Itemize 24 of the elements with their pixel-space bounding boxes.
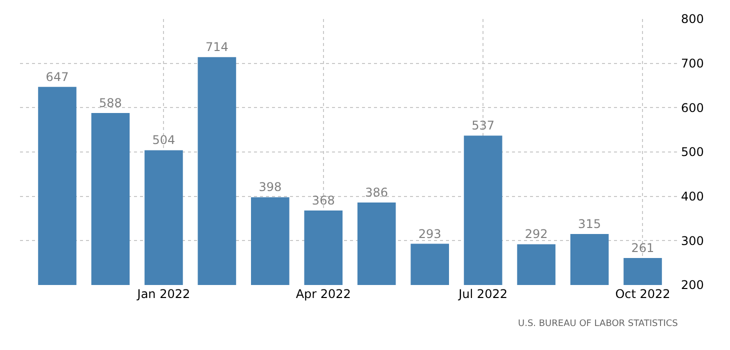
data-label: 315 [578,217,601,232]
data-label: 386 [365,186,388,200]
data-label: 537 [472,118,495,133]
data-label: 504 [152,133,176,148]
data-label: 368 [312,194,335,208]
y-tick-label: 500 [681,145,704,160]
x-tick-label: Jan 2022 [136,287,190,301]
data-label: 714 [205,40,228,54]
y-tick-label: 400 [681,190,704,204]
data-label: 261 [631,240,654,255]
y-tick-label: 800 [681,12,704,26]
text: U.S. BUREAU OF LABOR STATISTICS [518,319,678,329]
y-tick-label: 600 [681,100,704,115]
y-tick-label: 300 [681,234,704,248]
y-tick-label: 700 [681,56,704,71]
data-label: 293 [418,226,442,241]
data-label: 588 [99,96,122,110]
x-tick-label: Jul 2022 [458,287,508,301]
data-label: 398 [258,180,282,194]
y-tick-label: 200 [681,278,704,292]
x-tick-label: Apr 2022 [296,287,351,301]
data-label: 647 [46,70,69,84]
x-tick-label: Oct 2022 [615,287,670,301]
data-label: 292 [524,227,548,242]
